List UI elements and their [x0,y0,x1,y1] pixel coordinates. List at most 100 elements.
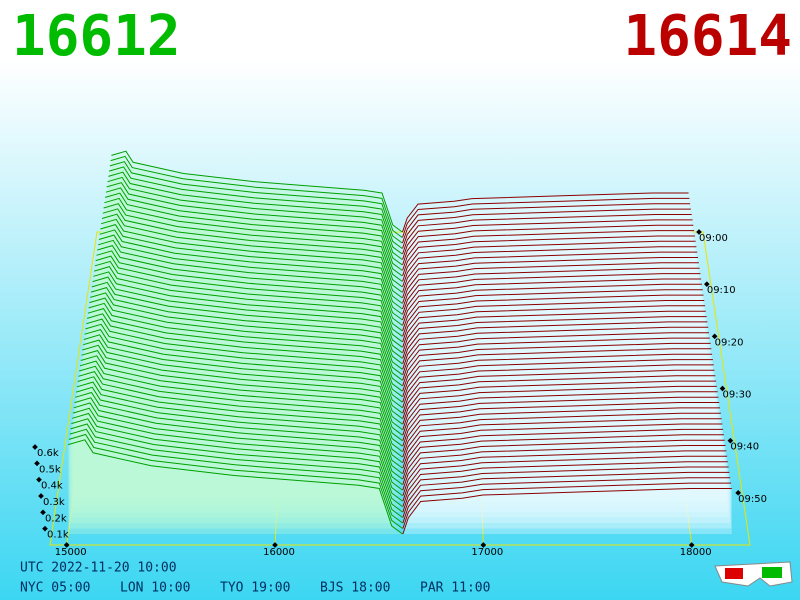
y-tick-label: 0.4k [41,481,63,492]
depth-fill [109,166,403,249]
depth-line [402,316,707,359]
depth-line [402,197,690,238]
depth-fill [402,289,703,331]
depth-line [108,171,403,255]
depth-fill [102,208,403,293]
depth-line [76,381,403,474]
depth-line [402,428,724,474]
depth-fill [107,177,403,260]
depth-line [402,359,713,403]
depth-line [402,369,715,414]
y-tick-label: 0.6k [37,448,59,459]
depth-line [88,302,403,392]
depth-line [94,266,403,354]
depth-line [402,337,710,381]
depth-fill [402,295,704,337]
depth-fill [99,229,403,315]
depth-fill [402,246,697,287]
depth-line [73,402,403,496]
depth-fill [96,250,403,337]
depth-line [75,391,403,485]
depth-line [107,176,403,260]
depth-line [402,289,703,331]
depth-fill [402,327,709,370]
depth-line [68,439,403,535]
depth-line [402,402,720,447]
depth-line [79,360,403,453]
depth-line [402,412,721,458]
depth-fill [402,273,701,315]
z-tick-mark [719,385,726,392]
x-tick-mark [272,542,278,548]
z-tick-label: 09:40 [730,442,759,453]
depth-line [402,332,709,375]
depth-line [87,308,403,398]
x-tick-label: 15000 [55,547,87,558]
x-tick-label: 18000 [680,547,712,558]
depth-line [90,292,403,381]
depth-fill [106,182,403,265]
depth-line [72,412,403,507]
depth-fill [402,488,732,534]
depth-line [402,273,701,315]
depth-fill [402,279,702,320]
depth-line [92,276,403,365]
depth-line [106,182,403,266]
depth-line [86,318,403,409]
depth-line [72,407,403,502]
depth-line [109,161,403,244]
y-tick-label: 0.5k [39,464,61,475]
depth-line [91,281,403,370]
zone-clock: NYC 05:00 [20,581,90,596]
y-tick-label: 0.1k [47,530,69,541]
depth-line [402,342,711,386]
depth-line [402,385,717,430]
depth-line [97,245,403,332]
depth-line [402,450,727,496]
depth-fill [100,224,403,309]
3d-glasses-icon [714,561,793,587]
depth-line [90,287,403,376]
depth-line [402,348,712,392]
z-tick-mark [696,229,702,235]
depth-fill [104,198,403,282]
depth-line [402,445,726,491]
depth-fill [110,156,403,238]
depth-line [402,364,714,408]
depth-line [95,255,403,343]
depth-line [103,203,403,288]
depth-line [402,439,725,485]
depth-fill [402,391,718,436]
depth-line [402,305,706,348]
depth-line [97,239,403,326]
depth-line [99,229,403,315]
depth-fill [111,151,403,232]
zone-clocks: NYC 05:00 LON 10:00 TYO 19:00 BJS 18:00 PAR … [20,581,490,596]
depth-line [402,278,702,321]
depth-line [79,365,403,458]
depth-line [74,397,403,491]
depth-line [93,271,403,359]
depth-line [104,192,403,277]
depth-line [71,418,403,513]
depth-line [402,471,730,518]
depth-line [402,396,719,441]
depth-line [101,218,403,304]
z-tick-mark [711,333,718,340]
depth-line [98,234,403,321]
zone-clock: LON 10:00 [120,581,190,596]
depth-fill [402,348,712,392]
depth-fill [402,305,706,348]
y-tick-label: 0.3k [43,497,65,508]
depth-fill [97,245,403,331]
z-tick-mark [704,281,710,287]
plot: 15000 16000 17000 18000 0.1k 0.2k 0.3k 0.4k 0.5k… [32,150,767,558]
utc-clock: UTC 2022-11-20 10:00 [20,561,177,576]
depth-line [68,433,403,529]
x-tick-label: 17000 [471,547,503,558]
floor [49,231,751,546]
depth-line [402,321,708,364]
depth-line [402,482,731,529]
z-tick-label: 09:30 [723,390,752,401]
